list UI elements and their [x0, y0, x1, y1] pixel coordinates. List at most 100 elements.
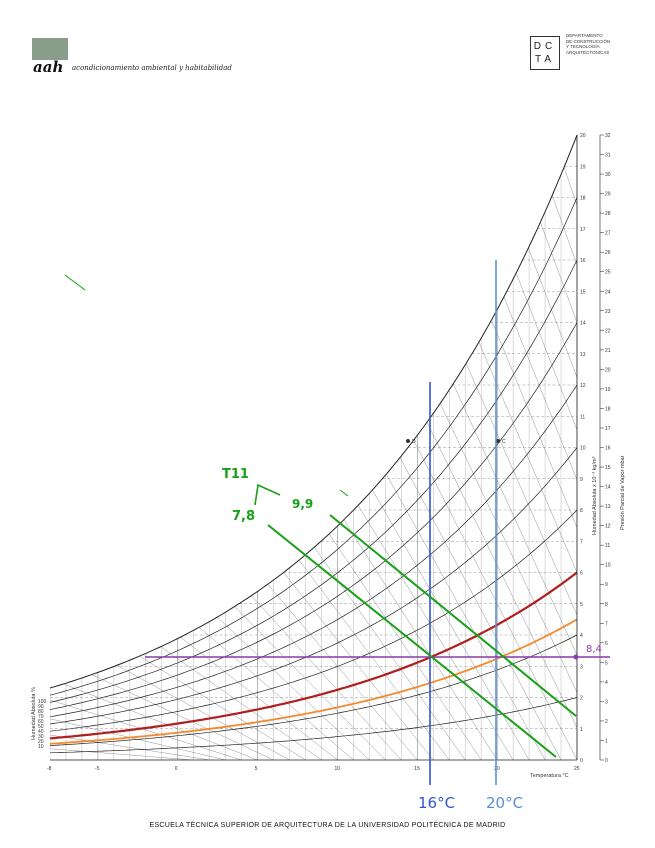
stray-mark — [64, 274, 86, 291]
right-outer-tick-label: 0 — [605, 758, 608, 764]
left-tick-label: 30 — [38, 734, 44, 740]
grid-line-diagonal — [641, 0, 655, 760]
right-axis-inner-title: Humedad Absoluta x 10⁻³ kg/m³ — [592, 456, 598, 535]
right-inner-tick-label: 2 — [580, 696, 583, 702]
left-tick-label: 50 — [38, 724, 44, 730]
rh-curve — [49, 134, 578, 689]
grid-line-diagonal — [496, 135, 577, 760]
right-outer-tick-label: 11 — [605, 543, 610, 549]
right-outer-tick-label: 4 — [605, 680, 608, 686]
grid-line-diagonal — [593, 0, 655, 760]
right-outer-tick-label: 1 — [605, 738, 608, 744]
rh-curve — [49, 197, 578, 696]
logo-text: aah — [33, 58, 64, 76]
right-inner-tick-label: 10 — [580, 446, 586, 452]
grid-line-diagonal — [465, 135, 577, 760]
right-outer-tick-label: 3 — [605, 699, 608, 705]
right-outer-tick-label: 8 — [605, 602, 608, 608]
right-outer-tick-label: 21 — [605, 348, 611, 354]
right-inner-tick-label: 18 — [580, 196, 586, 202]
x-tick-label: 20 — [494, 766, 500, 772]
right-outer-tick-label: 26 — [605, 250, 611, 256]
right-outer-tick-label: 29 — [605, 192, 611, 198]
right-inner-tick-label: 8 — [580, 508, 583, 514]
rh-curve — [49, 384, 578, 718]
right-outer-tick-label: 27 — [605, 231, 611, 237]
x-axis-ticks: -8 -5 0 5 10 15 20 25 — [47, 766, 580, 772]
right-inner-tick-label: 20 — [580, 133, 586, 139]
right-inner-tick-label: 11 — [580, 414, 585, 420]
chart-grid — [50, 0, 655, 760]
right-outer-tick-label: 28 — [605, 211, 611, 217]
right-outer-tick-label: 6 — [605, 641, 608, 647]
rh-curve — [49, 447, 578, 725]
right-inner-tick-label: 9 — [580, 477, 583, 483]
x-tick-label: 25 — [574, 766, 580, 772]
x-tick-label: 0 — [175, 766, 178, 772]
red-curve — [49, 571, 578, 740]
department-line: DEPARTAMENTO — [566, 33, 603, 38]
dcta-line-2: TA — [534, 54, 556, 65]
label-16c: 16°C — [418, 794, 455, 812]
right-outer-tick-label: 18 — [605, 406, 611, 412]
label-t11: T11 — [222, 467, 249, 482]
grid-line-diagonal — [417, 139, 577, 760]
right-outer-tick-label: 9 — [605, 582, 608, 588]
right-inner-tick-label: 13 — [580, 352, 586, 358]
x-tick-label: -5 — [95, 766, 100, 772]
left-tick-label: 70 — [38, 714, 44, 720]
right-outer-tick-label: 19 — [605, 387, 611, 393]
right-inner-tick-label: 19 — [580, 164, 586, 170]
x-tick-label: -8 — [47, 766, 52, 772]
right-outer-tick-label: 20 — [605, 367, 611, 373]
point-c-marker — [496, 439, 500, 443]
right-outer-tick-label: 5 — [605, 660, 608, 666]
right-outer-tick-label: 2 — [605, 719, 608, 725]
right-axis-ticks: 0123456789101112131415161718192001234567… — [580, 133, 611, 764]
grid-line-diagonal — [512, 135, 577, 760]
right-inner-tick-label: 15 — [580, 289, 586, 295]
department-line: DE CONSTRUCCIÓN — [566, 38, 611, 44]
label-8-4: 8,4 — [586, 644, 602, 655]
dcta-line-1: DC — [533, 41, 557, 52]
rh-curve — [49, 322, 578, 710]
right-outer-tick-label: 24 — [605, 289, 611, 295]
left-tick-label: 80 — [38, 709, 44, 715]
point-d-label: D — [412, 439, 416, 445]
left-tick-label: 20 — [38, 739, 44, 745]
x-axis-title: Temperatura °C — [530, 773, 569, 779]
right-inner-tick-label: 5 — [580, 602, 583, 608]
x-tick-label: 5 — [255, 766, 258, 772]
right-inner-tick-label: 3 — [580, 664, 583, 670]
x-tick-label: 15 — [414, 766, 420, 772]
logo-subtitle: acondicionamiento ambiental y habitabili… — [72, 64, 232, 72]
right-inner-tick-label: 14 — [580, 321, 586, 327]
rh-curve — [49, 259, 578, 703]
label-9-9: 9,9 — [292, 497, 313, 511]
logo-mark — [32, 38, 68, 60]
right-inner-tick-label: 17 — [580, 227, 586, 233]
grid-line-diagonal — [50, 719, 210, 760]
right-outer-tick-label: 25 — [605, 270, 611, 276]
right-outer-tick-label: 13 — [605, 504, 611, 510]
department-line: ARQUITECTÓNICAS — [566, 49, 610, 55]
rh-curve — [49, 634, 578, 746]
label-20c: 20°C — [486, 794, 523, 812]
left-tick-label: 60 — [38, 719, 44, 725]
right-outer-tick-label: 32 — [605, 133, 611, 139]
right-inner-tick-label: 16 — [580, 258, 586, 264]
line-99 — [329, 514, 577, 717]
rh-curve — [49, 509, 578, 732]
grid-line-diagonal — [609, 0, 655, 760]
right-outer-tick-label: 14 — [605, 485, 611, 491]
right-outer-tick-label: 30 — [605, 172, 611, 178]
grid-line-diagonal — [449, 135, 577, 760]
point-d-marker — [406, 439, 410, 443]
right-outer-tick-label: 16 — [605, 446, 611, 452]
footer-text: ESCUELA TÉCNICA SUPERIOR DE ARQUITECTURA… — [149, 822, 506, 829]
right-inner-tick-label: 4 — [580, 633, 583, 639]
right-outer-tick-label: 31 — [605, 153, 611, 159]
grid-line-diagonal — [50, 739, 194, 760]
